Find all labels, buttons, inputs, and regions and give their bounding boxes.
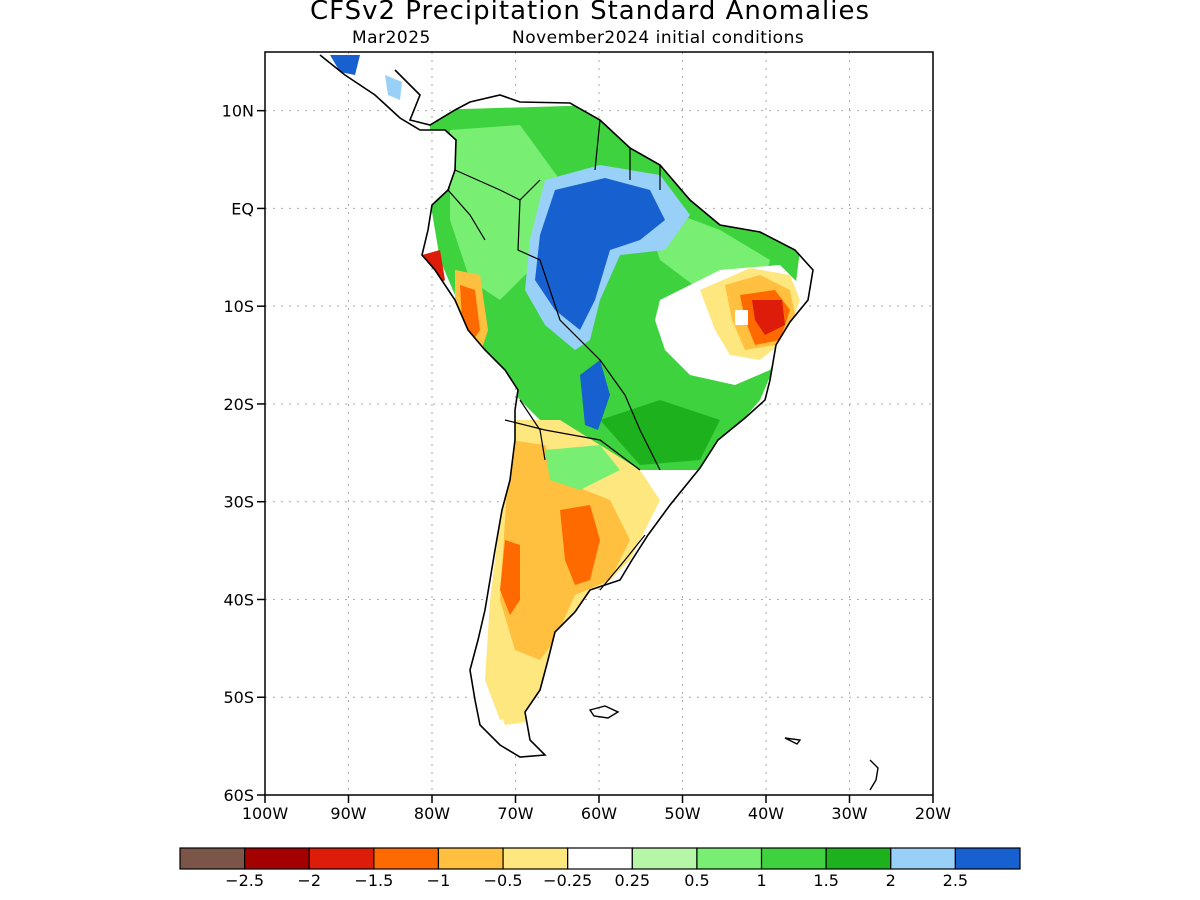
lat-tick-label: 10S: [223, 297, 254, 316]
colorbar-swatch: [890, 847, 956, 870]
colorbar-label: −1.5: [354, 871, 393, 890]
lon-tick-label: 90W: [330, 804, 366, 823]
longitude-axis: 100W 90W 80W 70W 60W 50W 40W 30W 20W: [242, 795, 951, 823]
colorbar-swatch: [696, 847, 763, 870]
colorbar-swatch: [308, 847, 375, 870]
colorbar-label: −0.25: [543, 871, 592, 890]
map-title: CFSv2 Precipitation Standard Anomalies: [309, 0, 871, 26]
lon-tick-label: 40W: [748, 804, 784, 823]
lon-tick-label: 100W: [242, 804, 289, 823]
lat-tick-label: EQ: [231, 199, 254, 218]
colorbar-swatch: [825, 847, 892, 870]
colorbar-label: 0.5: [684, 871, 709, 890]
colorbar-swatch: [244, 847, 310, 870]
latitude-axis: 10N EQ 10S 20S 30S 40S 50S 60S: [222, 102, 265, 805]
colorbar-swatch: [179, 847, 246, 870]
colorbar-swatch: [631, 847, 698, 870]
colorbar-label: −0.5: [484, 871, 523, 890]
coastline: [319, 54, 879, 791]
lon-tick-label: 30W: [831, 804, 867, 823]
colorbar-swatch: [437, 847, 504, 870]
initial-conditions-label: November2024 initial conditions: [512, 28, 805, 48]
colorbar-swatch: [567, 847, 633, 870]
lat-tick-label: 20S: [223, 395, 254, 414]
lat-tick-label: 50S: [223, 688, 254, 707]
lon-tick-label: 60W: [581, 804, 617, 823]
lon-tick-label: 70W: [497, 804, 533, 823]
colorbar: −2.5 −2 −1.5 −1 −0.5 −0.25 0.25 0.5 1 1.5 2 2.5: [179, 847, 1021, 890]
colorbar-label: 1.5: [813, 871, 838, 890]
colorbar-swatch: [760, 847, 827, 870]
colorbar-label: 0.25: [614, 871, 650, 890]
lon-tick-label: 80W: [414, 804, 450, 823]
lon-tick-label: 50W: [664, 804, 700, 823]
colorbar-label: 2: [886, 871, 896, 890]
colorbar-swatch: [954, 847, 1021, 870]
colorbar-label: 1: [756, 871, 766, 890]
lat-tick-label: 10N: [222, 102, 254, 121]
colorbar-swatch: [502, 847, 569, 870]
lat-tick-label: 40S: [223, 590, 254, 609]
colorbar-label: −2.5: [225, 871, 264, 890]
lon-tick-label: 20W: [915, 804, 951, 823]
lat-tick-label: 30S: [223, 493, 254, 512]
valid-month-label: Mar2025: [352, 28, 431, 48]
lat-tick-label: 60S: [223, 786, 254, 805]
colorbar-label: 2.5: [943, 871, 968, 890]
colorbar-swatch: [373, 847, 440, 870]
colorbar-label: −1: [427, 871, 451, 890]
colorbar-label: −2: [297, 871, 321, 890]
